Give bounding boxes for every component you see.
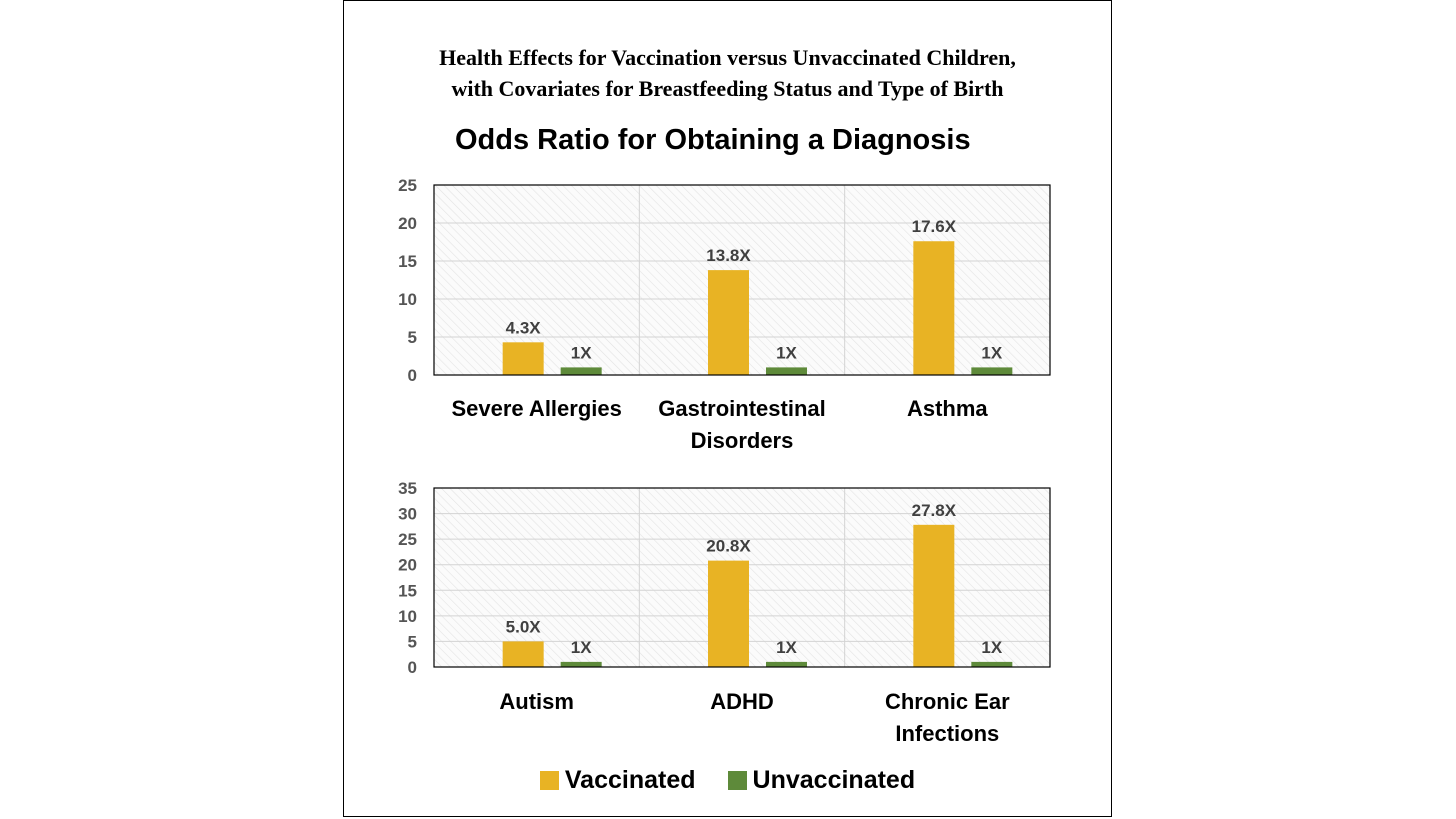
- data-label-0-0-1: 1X: [571, 343, 592, 362]
- bar-0-2-0: [913, 241, 955, 375]
- legend-item-vaccinated: Vaccinated: [539, 766, 696, 795]
- legend-item-unvaccinated: Unvaccinated: [727, 766, 916, 795]
- bar-0-0-0: [502, 342, 544, 375]
- y-tick-label-1-6: 30: [398, 505, 417, 524]
- y-tick-label-0-2: 10: [398, 290, 417, 309]
- legend: Vaccinated Unvaccinated: [344, 766, 1111, 795]
- legend-label-vaccinated: Vaccinated: [564, 766, 696, 794]
- data-label-1-0-0: 5.0X: [506, 617, 542, 636]
- bar-1-0-0: [502, 641, 544, 667]
- legend-swatch-vaccinated: [539, 771, 559, 790]
- chart-title-line-2: with Covariates for Breastfeeding Status…: [451, 76, 1004, 101]
- data-label-1-2-1: 1X: [981, 638, 1002, 657]
- plot-border-0: [433, 184, 1051, 376]
- y-tick-label-1-1: 5: [408, 632, 417, 651]
- y-tick-label-0-4: 20: [398, 214, 417, 233]
- category-label-1-1-0: ADHD: [710, 689, 774, 714]
- category-label-1-2-0: Chronic Ear: [885, 689, 1010, 714]
- bar-1-0-1: [560, 661, 602, 667]
- data-label-1-0-1: 1X: [571, 638, 592, 657]
- y-tick-label-1-7: 35: [398, 479, 417, 498]
- data-label-1-1-0: 20.8X: [706, 537, 751, 556]
- y-tick-label-0-1: 5: [408, 328, 417, 347]
- bar-1-1-1: [766, 661, 807, 667]
- chart-title-line-1: Health Effects for Vaccination versus Un…: [439, 45, 1016, 70]
- category-label-0-2-0: Asthma: [907, 396, 988, 421]
- y-tick-label-1-2: 10: [398, 607, 417, 626]
- bar-1-1-0: [708, 560, 749, 667]
- data-label-0-2-0: 17.6X: [912, 217, 957, 236]
- data-label-0-1-0: 13.8X: [706, 246, 751, 265]
- bar-1-2-0: [913, 524, 955, 667]
- bar-0-1-0: [708, 270, 749, 375]
- bar-1-2-1: [971, 661, 1013, 667]
- y-tick-label-0-5: 25: [398, 176, 417, 195]
- data-label-0-2-1: 1X: [981, 343, 1002, 362]
- charts-svg: 0 5 10 15 20 25 4.3X 1X Severe Allergies 13.8X 1X G…: [398, 176, 1051, 746]
- y-tick-label-1-3: 15: [398, 581, 417, 600]
- chart-figure: Health Effects for Vaccination versus Un…: [343, 0, 1112, 817]
- category-label-0-1-0: Gastrointestinal: [658, 396, 825, 421]
- bar-0-1-1: [766, 367, 807, 375]
- legend-swatch-unvaccinated: [727, 771, 747, 790]
- plot-border-1: [433, 487, 1051, 668]
- category-label-1-2-1: Infections: [895, 721, 999, 746]
- y-tick-label-1-0: 0: [408, 658, 417, 677]
- y-tick-label-0-0: 0: [408, 366, 417, 385]
- legend-label-unvaccinated: Unvaccinated: [752, 766, 916, 794]
- y-tick-label-1-4: 20: [398, 556, 417, 575]
- data-label-0-0-0: 4.3X: [506, 318, 542, 337]
- category-label-0-1-1: Disorders: [691, 428, 794, 453]
- data-label-1-1-1: 1X: [776, 638, 797, 657]
- bar-0-0-1: [560, 367, 602, 375]
- data-label-1-2-0: 27.8X: [912, 501, 957, 520]
- category-label-1-0-0: Autism: [499, 689, 574, 714]
- y-tick-label-0-3: 15: [398, 252, 417, 271]
- data-label-0-1-1: 1X: [776, 343, 797, 362]
- y-tick-label-1-5: 25: [398, 530, 417, 549]
- category-label-0-0-0: Severe Allergies: [451, 396, 621, 421]
- bar-0-2-1: [971, 367, 1013, 375]
- chart-subtitle: Odds Ratio for Obtaining a Diagnosis: [455, 124, 971, 156]
